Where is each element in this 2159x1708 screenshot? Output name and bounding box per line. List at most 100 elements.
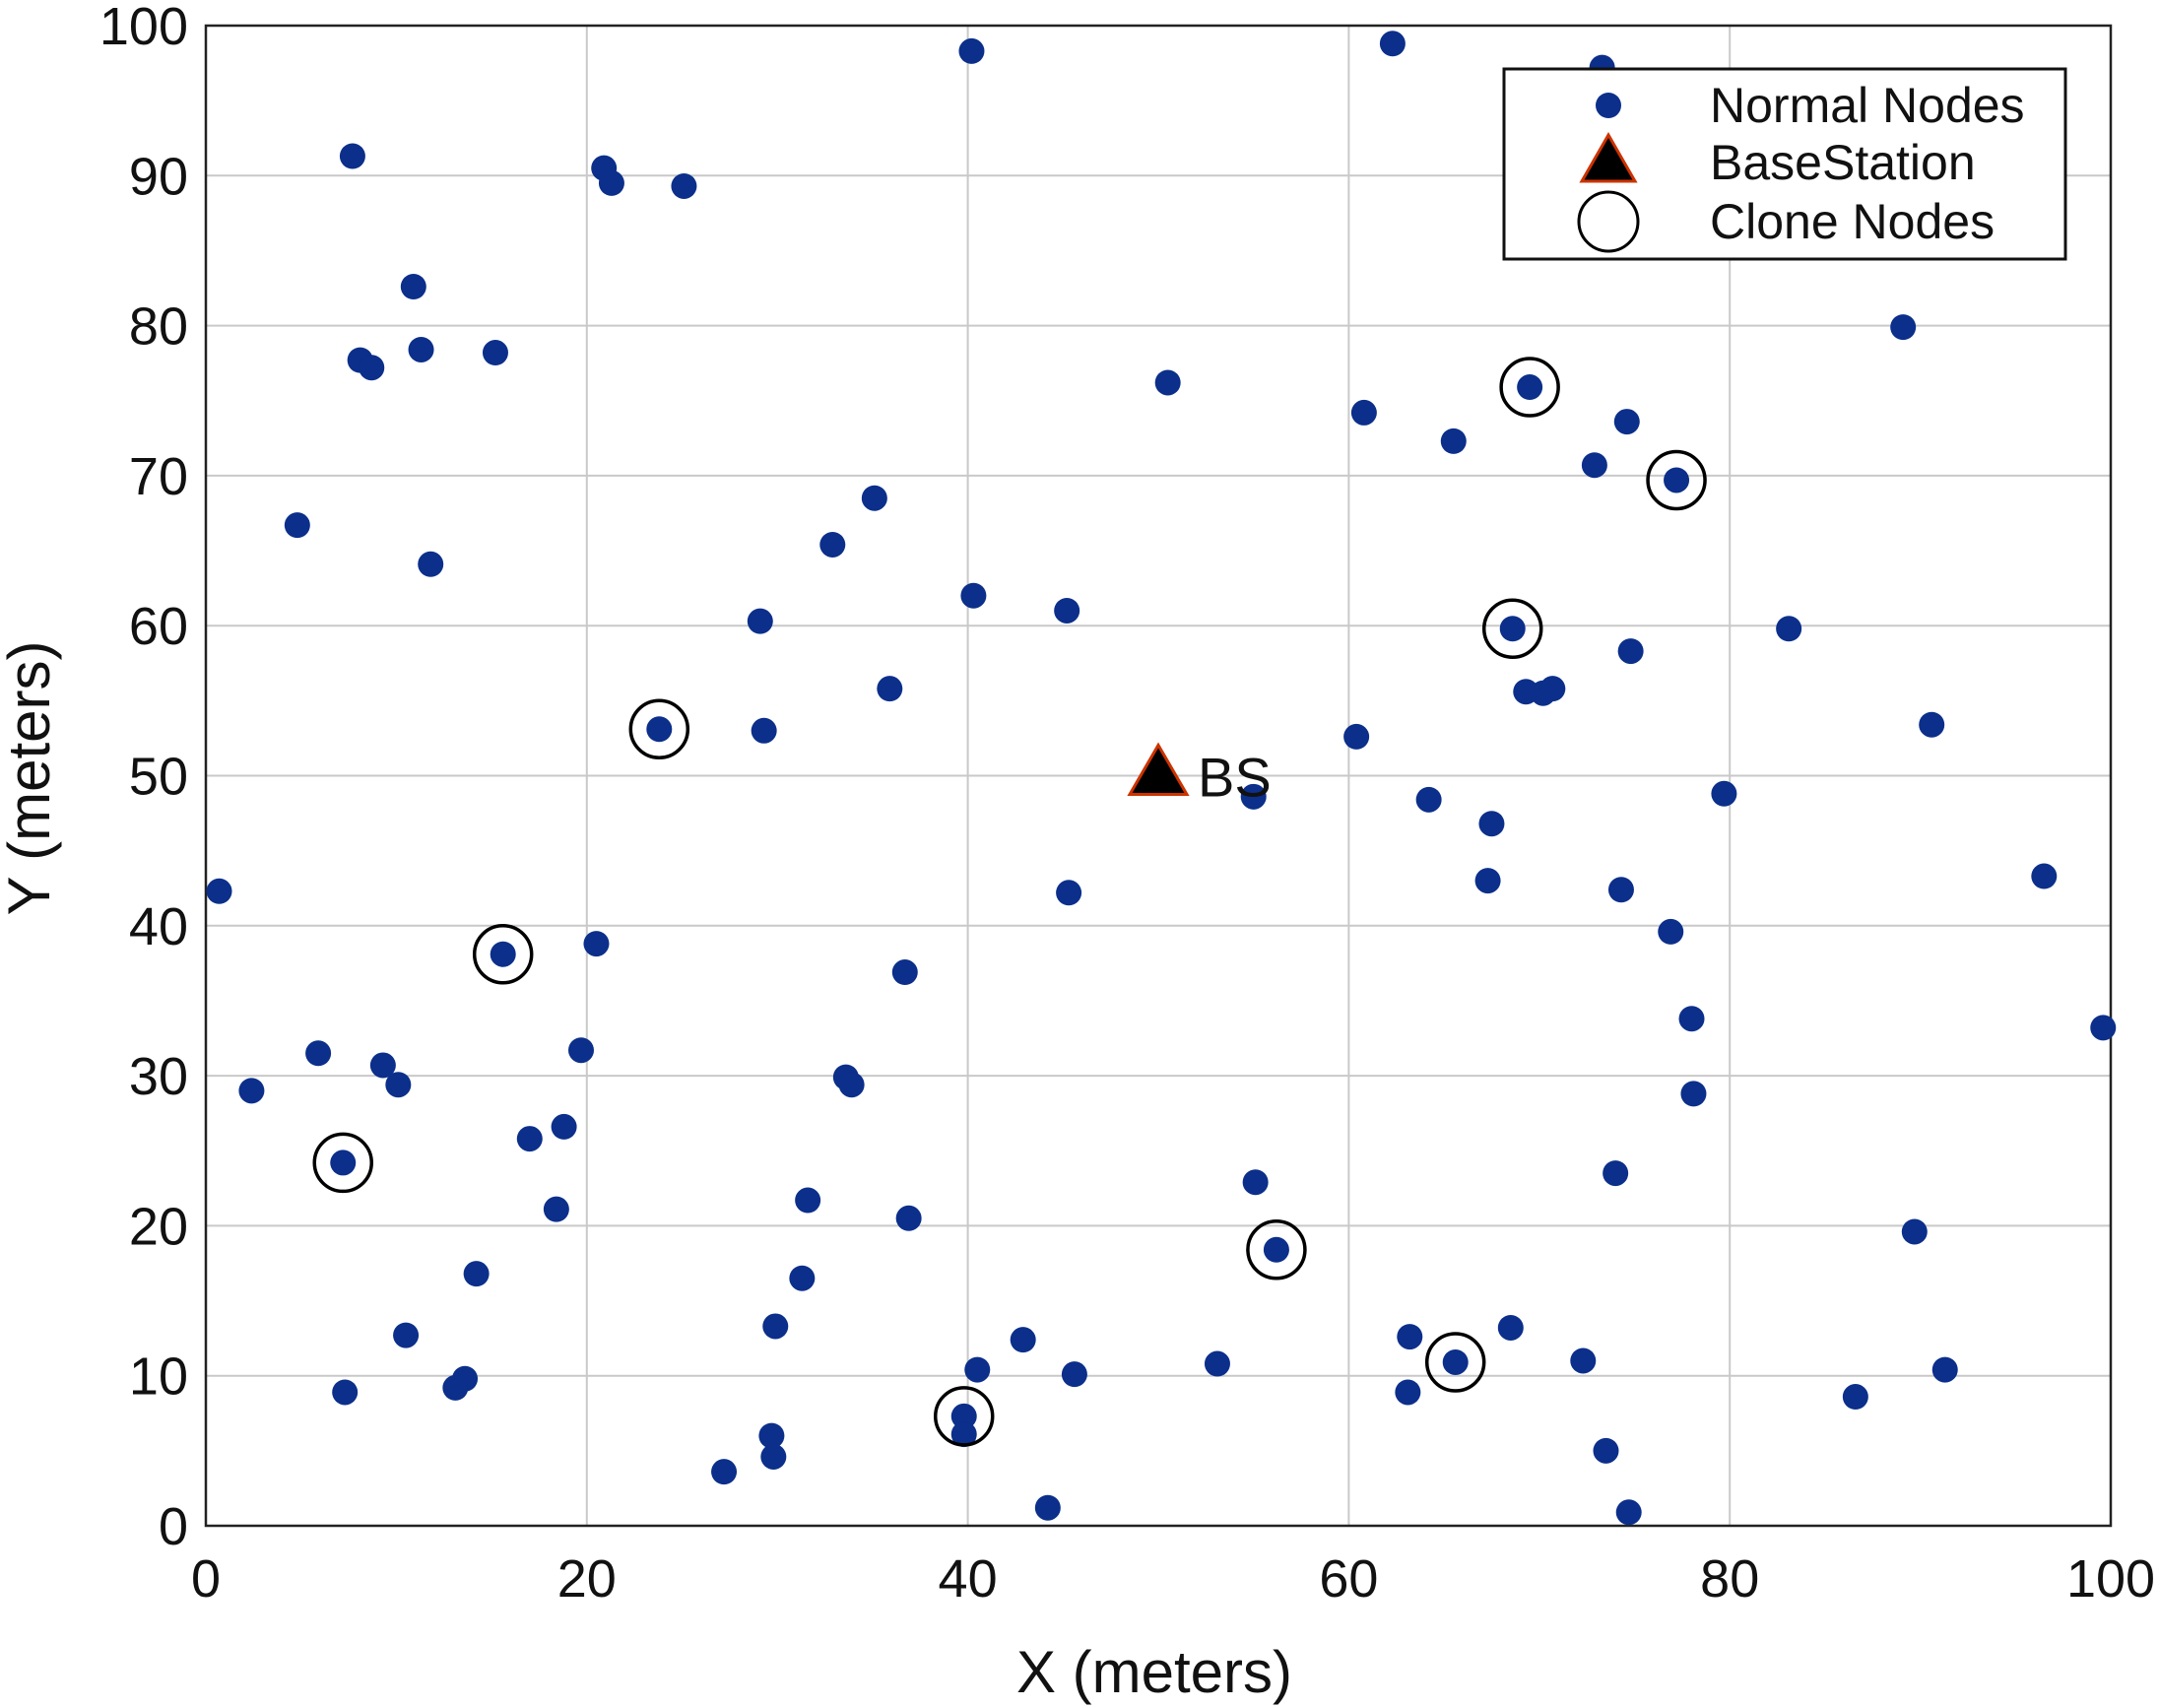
normal-node-point: [1010, 1327, 1036, 1353]
normal-node-point: [339, 143, 365, 169]
normal-node-point: [1474, 868, 1501, 894]
normal-node-point: [1901, 1218, 1928, 1245]
normal-node-point: [1539, 676, 1566, 702]
normal-node-point: [330, 1150, 357, 1176]
clone-node-ring: [1499, 357, 1560, 418]
clone-node-ring: [628, 698, 690, 760]
normal-node-point: [1664, 467, 1690, 493]
x-tick-label: 40: [939, 1549, 998, 1609]
normal-node-point: [1658, 918, 1684, 945]
normal-node-point: [1678, 1006, 1705, 1032]
normal-node-point: [1497, 1314, 1524, 1341]
normal-node-point: [960, 582, 987, 609]
normal-node-point: [819, 531, 846, 558]
y-tick-label: 30: [129, 1047, 188, 1106]
normal-node-point: [1593, 1437, 1619, 1464]
normal-node-point: [891, 959, 918, 986]
x-axis-title: X (meters): [1016, 1639, 1292, 1705]
normal-node-point: [877, 676, 903, 702]
normal-node-point: [1581, 452, 1607, 479]
normal-node-point: [762, 1313, 789, 1340]
y-tick-label: 70: [129, 447, 188, 506]
normal-node-point: [1615, 1499, 1642, 1526]
normal-node-point: [1776, 616, 1802, 642]
normal-node-point: [838, 1072, 865, 1098]
normal-node-point: [1570, 1347, 1597, 1374]
normal-node-point: [1204, 1350, 1230, 1377]
normal-node-point: [284, 512, 310, 539]
clone-node-ring: [1646, 449, 1707, 511]
normal-node-point: [1343, 723, 1370, 750]
normal-node-point: [408, 336, 434, 362]
y-axis-title: Y (meters): [0, 641, 62, 916]
normal-node-point: [418, 551, 444, 577]
legend: Normal Nodes BaseStation Clone Nodes: [1502, 67, 2067, 261]
y-tick-label: 100: [99, 0, 188, 56]
normal-node-point: [1397, 1324, 1423, 1350]
normal-node-point: [958, 37, 985, 64]
normal-node-point: [400, 274, 426, 300]
normal-node-point: [463, 1261, 490, 1287]
legend-clone-node-icon: [1577, 190, 1640, 253]
normal-node-point: [895, 1205, 922, 1231]
normal-node-point: [1919, 711, 1945, 738]
x-tick-label: 80: [1700, 1549, 1759, 1609]
legend-label-clone-nodes: Clone Nodes: [1710, 194, 1995, 249]
normal-node-point: [1607, 877, 1634, 903]
y-tick-label: 80: [129, 297, 188, 357]
normal-node-point: [950, 1403, 977, 1429]
normal-node-point: [1617, 638, 1644, 665]
normal-node-point: [1263, 1236, 1289, 1263]
normal-node-point: [1890, 314, 1917, 341]
normal-node-point: [543, 1196, 569, 1222]
normal-node-point: [711, 1459, 738, 1485]
normal-node-point: [795, 1187, 821, 1214]
x-tick-label: 0: [191, 1549, 221, 1609]
basestation-label: BS: [1198, 747, 1272, 809]
normal-node-point: [385, 1072, 412, 1098]
clone-node-ring: [1424, 1332, 1486, 1393]
normal-node-point: [1613, 409, 1640, 435]
normal-node-point: [482, 340, 508, 366]
normal-node-point: [332, 1379, 359, 1406]
normal-node-point: [369, 1052, 396, 1079]
normal-node-point: [1242, 1169, 1269, 1196]
normal-node-point: [758, 1422, 785, 1449]
legend-label-basestation: BaseStation: [1710, 135, 1976, 190]
normal-node-point: [1478, 811, 1505, 837]
normal-node-point: [1154, 369, 1181, 396]
clone-node-ring: [1246, 1219, 1307, 1281]
x-tick-label: 20: [557, 1549, 617, 1609]
legend-basestation-icon: [1579, 131, 1638, 183]
normal-node-point: [1379, 31, 1406, 57]
normal-node-point: [760, 1443, 787, 1470]
normal-node-point: [1603, 1160, 1629, 1187]
normal-node-point: [1517, 374, 1543, 401]
normal-node-point: [751, 717, 777, 744]
normal-node-point: [789, 1265, 816, 1291]
basestation-point: [1127, 742, 1190, 796]
normal-node-point: [950, 1421, 977, 1448]
y-tick-label: 90: [129, 147, 188, 206]
normal-node-point: [1395, 1379, 1421, 1406]
normal-node-point: [1240, 783, 1267, 810]
normal-node-point: [359, 355, 385, 381]
y-tick-label: 50: [129, 748, 188, 807]
clone-node-ring: [472, 923, 534, 985]
legend-label-normal-nodes: Normal Nodes: [1710, 78, 2025, 133]
normal-node-point: [2090, 1015, 2117, 1041]
y-tick-label: 10: [129, 1347, 188, 1407]
normal-node-point: [861, 485, 887, 511]
normal-node-point: [1931, 1356, 1958, 1383]
normal-node-point: [1350, 399, 1377, 426]
normal-node-point: [646, 716, 673, 743]
normal-node-point: [1842, 1384, 1868, 1411]
normal-node-point: [1711, 780, 1737, 807]
normal-node-point: [1056, 880, 1082, 906]
normal-node-point: [1061, 1361, 1087, 1388]
legend-normal-node-icon: [1596, 93, 1621, 118]
normal-node-point: [1442, 1348, 1469, 1375]
normal-node-point: [393, 1322, 420, 1348]
normal-node-point: [206, 878, 232, 904]
